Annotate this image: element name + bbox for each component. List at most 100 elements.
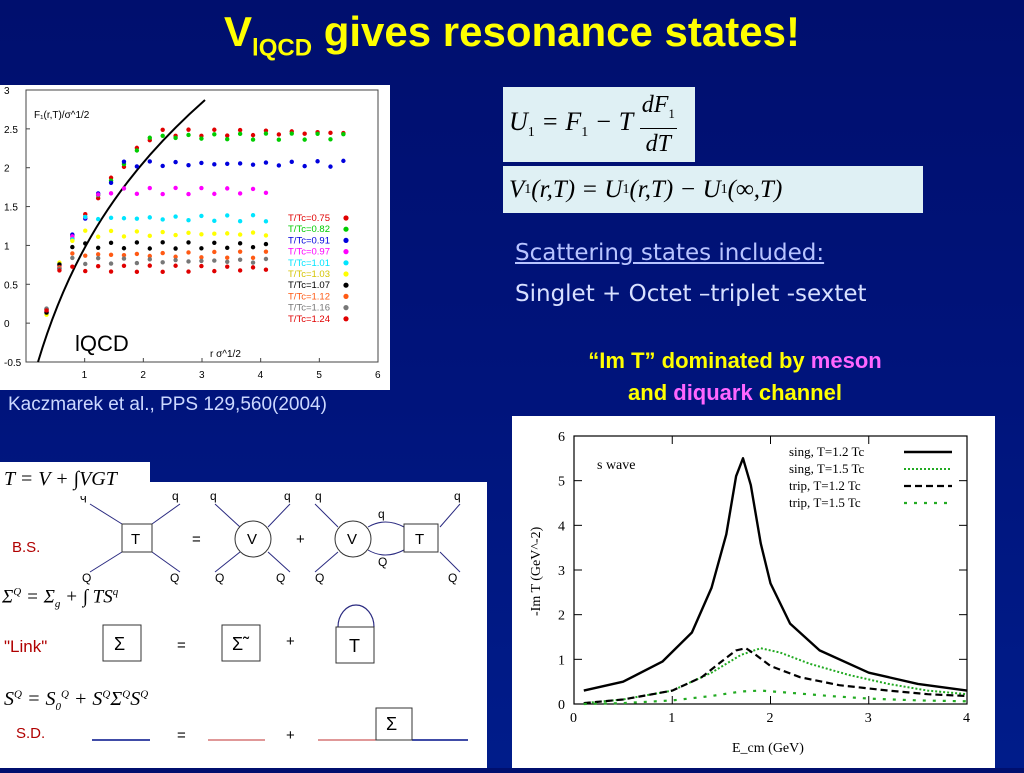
lattice-data-point — [173, 246, 178, 251]
lattice-data-point — [147, 215, 152, 220]
lattice-data-point — [328, 137, 333, 142]
lattice-data-point — [186, 259, 191, 264]
lattice-data-point — [173, 257, 178, 263]
lattice-data-point — [225, 245, 230, 251]
lattice-legend-entry: T/Tc=1.12 — [288, 291, 330, 302]
sd-sigma-box: Σ — [386, 714, 397, 734]
lattice-data-point — [276, 132, 282, 137]
lattice-data-point — [225, 137, 230, 142]
imt-legend-entry: sing, T=1.2 Tc — [789, 444, 865, 459]
q-label: q — [378, 507, 385, 521]
lattice-data-point — [160, 240, 165, 245]
lattice-data-point — [186, 132, 191, 138]
q-label: Q — [315, 571, 324, 585]
diagram-svg: B.S. "Link" S.D. T = V + V T — [4, 489, 468, 744]
lattice-data-point — [263, 160, 269, 165]
lattice-data-point — [108, 269, 114, 274]
lattice-data-point — [263, 190, 269, 195]
imt-xtick: 0 — [570, 711, 577, 726]
imt-xtick: 3 — [865, 711, 872, 726]
lattice-data-point — [134, 164, 140, 169]
imt-chart-panel: 0 1 2 3 4 0 1 2 3 4 5 6 sing, T=1.2 Tc sing, T=1.5 T… — [512, 416, 995, 768]
lattice-data-point — [186, 191, 191, 197]
imt-legend-entry: trip, T=1.5 Tc — [789, 495, 861, 510]
lattice-legend-entry: T/Tc=1.24 — [288, 314, 330, 325]
lattice-data-point — [95, 255, 101, 261]
lattice-legend-entry: T/Tc=1.16 — [288, 303, 330, 314]
imt-legend-entry: sing, T=1.5 Tc — [789, 461, 865, 476]
lattice-data-point — [199, 160, 204, 166]
lattice-data-point — [160, 163, 165, 169]
scattering-channels: Singlet + Octet –triplet -sextet — [515, 281, 867, 307]
lattice-legend-marker — [343, 282, 349, 288]
lattice-data-point — [302, 163, 307, 169]
lattice-data-point — [289, 159, 294, 165]
lattice-data-point — [199, 136, 204, 141]
lattice-data-point — [95, 234, 101, 239]
lattice-data-point — [199, 258, 204, 264]
lattice-data-point — [95, 245, 101, 250]
lattice-legend-entry: T/Tc=0.97 — [288, 247, 330, 258]
lattice-data-point — [160, 269, 165, 275]
lattice-plot-panel: 3 2.5 2 1.5 1 0.5 0 -0.5 1 2 3 4 5 6 F₁(r,T)/σ^1/2 r… — [0, 85, 390, 390]
lattice-data-point — [212, 191, 217, 197]
lattice-ytick: -0.5 — [4, 358, 22, 369]
lattice-legend-marker — [343, 226, 349, 232]
lattice-data-point — [160, 133, 165, 138]
lattice-ytick: 3 — [4, 86, 10, 97]
lattice-data-point — [108, 252, 114, 257]
lattice-xtick: 1 — [82, 370, 88, 381]
lattice-data-point — [237, 257, 243, 262]
lattice-data-point — [237, 249, 243, 254]
imt-xtick: 4 — [963, 711, 970, 726]
lattice-data-point — [212, 249, 217, 255]
scattering-heading: Scattering states included: — [515, 240, 825, 266]
imt-series-line — [583, 647, 968, 705]
q-label: q — [315, 489, 322, 503]
imt-ytick: 0 — [558, 698, 565, 713]
lattice-data-point — [250, 244, 256, 250]
lattice-legend-marker — [343, 249, 349, 255]
lattice-data-point — [134, 148, 140, 153]
imt-ytick: 1 — [558, 653, 565, 668]
lattice-data-point — [121, 234, 127, 239]
lattice-data-point — [276, 137, 282, 142]
bs-v-circle: V — [247, 531, 257, 548]
q-label: q — [210, 489, 217, 503]
lattice-data-point — [173, 159, 178, 165]
lattice-data-point — [250, 132, 256, 138]
lattice-data-point — [173, 232, 178, 238]
lattice-data-point — [186, 240, 191, 245]
link-plus-sign: + — [286, 633, 295, 650]
lattice-data-point — [134, 269, 140, 275]
lattice-data-point — [263, 249, 269, 254]
lattice-legend-entry: T/Tc=0.75 — [288, 213, 330, 224]
link-sigma-box: Σ — [114, 634, 125, 654]
lattice-xtick: 5 — [316, 370, 322, 381]
q-label: Q — [82, 571, 91, 585]
u1-equation: U1 = F1 − T dF1 dT — [503, 87, 695, 162]
imt-ytick: 3 — [558, 564, 565, 579]
lattice-data-point — [263, 256, 269, 262]
imt-chart: 0 1 2 3 4 0 1 2 3 4 5 6 sing, T=1.2 Tc sing, T=1.5 T… — [529, 430, 970, 756]
lattice-data-point — [237, 241, 243, 246]
lattice-data-point — [263, 241, 269, 247]
lattice-data-point — [147, 257, 152, 262]
lattice-data-point — [134, 191, 140, 197]
lattice-legend-marker — [343, 316, 349, 322]
q-label: Q — [170, 571, 179, 585]
lattice-data-point — [147, 246, 152, 251]
lattice-data-point — [302, 131, 307, 136]
lattice-data-point — [83, 228, 88, 233]
lattice-xtick: 2 — [140, 370, 146, 381]
lattice-data-point — [186, 230, 191, 236]
lattice-data-point — [95, 216, 101, 222]
lattice-data-point — [263, 219, 269, 224]
lattice-data-point — [173, 214, 178, 219]
q-label: q — [80, 489, 87, 503]
lattice-legend-marker — [343, 305, 349, 311]
lattice-data-point — [108, 180, 114, 185]
lattice-data-point — [212, 218, 217, 224]
lattice-xtick: 6 — [375, 370, 381, 381]
lattice-data-point — [212, 240, 217, 245]
